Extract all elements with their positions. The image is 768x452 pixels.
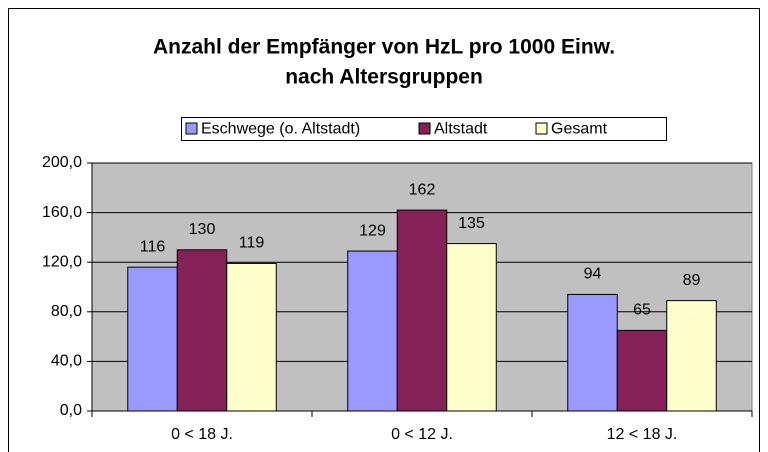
data-label: 119 bbox=[239, 235, 265, 252]
chart-title: Anzahl der Empfänger von HzL pro 1000 Ei… bbox=[153, 36, 615, 59]
x-tick-label: 0 < 12 J. bbox=[391, 426, 453, 443]
data-label: 162 bbox=[409, 181, 436, 198]
legend-swatch bbox=[535, 122, 548, 135]
x-tick-label: 0 < 18 J. bbox=[171, 426, 233, 443]
legend-label: Altstadt bbox=[434, 121, 488, 138]
bar bbox=[347, 250, 398, 412]
x-tick-label: 12 < 18 J. bbox=[607, 426, 678, 443]
bar bbox=[567, 293, 618, 412]
data-label: 94 bbox=[584, 266, 602, 283]
data-label: 116 bbox=[140, 238, 166, 255]
data-label: 130 bbox=[189, 221, 216, 238]
data-label: 65 bbox=[633, 302, 651, 319]
bar bbox=[616, 329, 668, 412]
y-tick-label: 200,0 bbox=[42, 154, 82, 171]
bar bbox=[226, 262, 277, 412]
bar bbox=[396, 209, 448, 412]
bar bbox=[176, 249, 228, 412]
legend-label: Eschwege (o. Altstadt) bbox=[201, 121, 360, 138]
chart-title: nach Altersgruppen bbox=[285, 66, 483, 89]
data-label: 129 bbox=[359, 222, 386, 239]
bar bbox=[666, 300, 717, 412]
data-label: 89 bbox=[683, 272, 701, 289]
data-label: 135 bbox=[458, 215, 485, 232]
y-tick-label: 160,0 bbox=[42, 204, 82, 221]
bar bbox=[127, 266, 178, 412]
legend-label: Gesamt bbox=[551, 121, 608, 138]
y-tick-label: 0,0 bbox=[60, 402, 82, 419]
legend-swatch bbox=[418, 122, 431, 135]
y-tick-label: 80,0 bbox=[51, 303, 82, 320]
bar bbox=[446, 243, 497, 412]
y-tick-label: 120,0 bbox=[42, 253, 82, 270]
y-tick-label: 40,0 bbox=[51, 353, 82, 370]
legend-swatch bbox=[185, 122, 198, 135]
